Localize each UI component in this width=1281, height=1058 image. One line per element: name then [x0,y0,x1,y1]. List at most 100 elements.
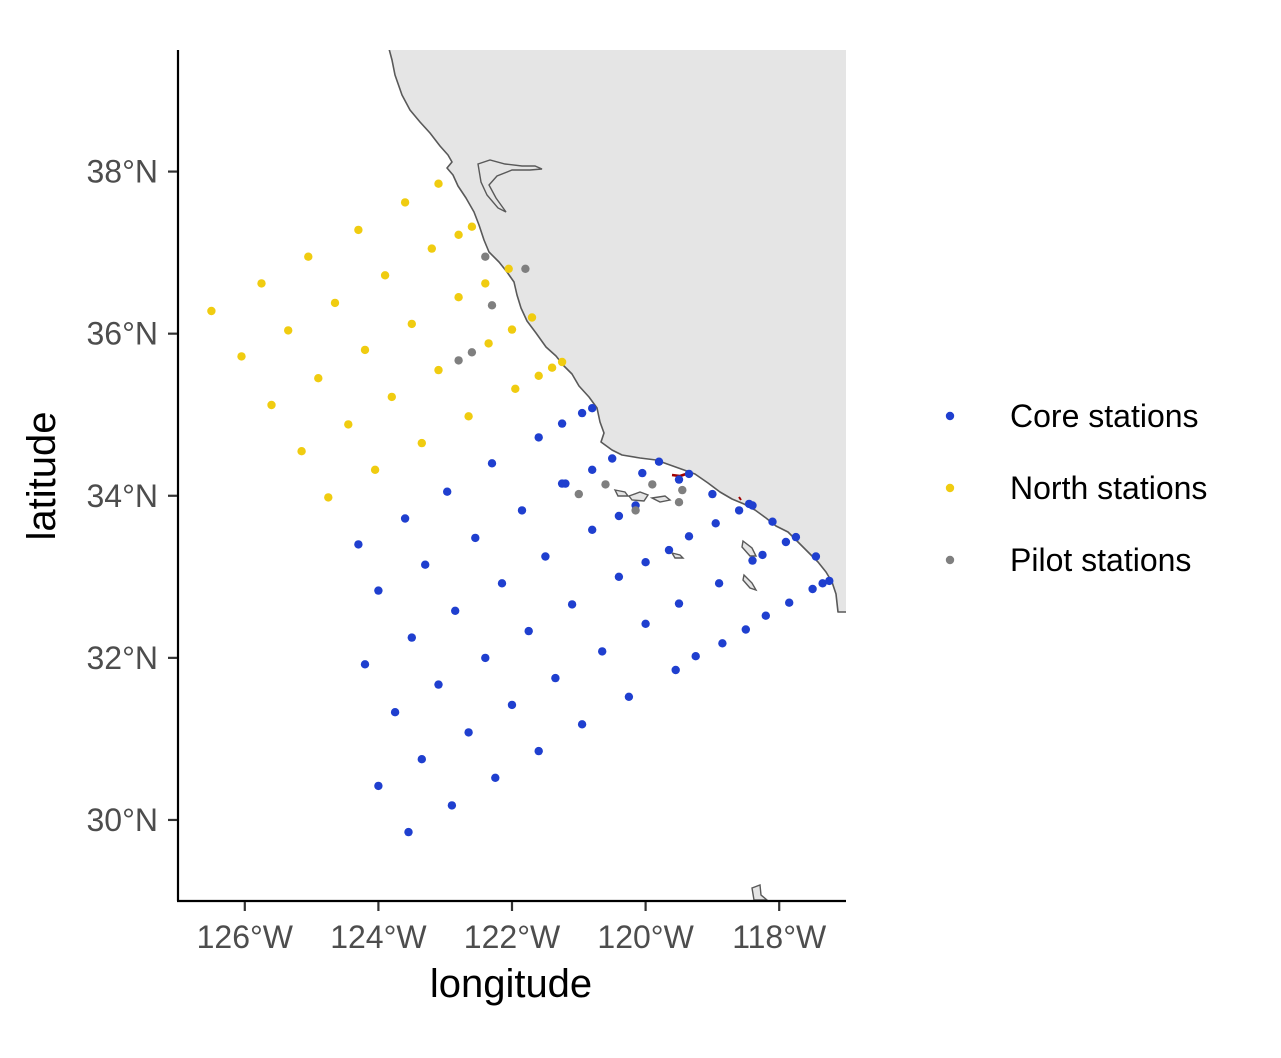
station-points [207,179,834,837]
station-point [608,454,617,463]
station-point [547,363,557,372]
station-point [598,647,607,656]
x-axis-ticks: 126°W 124°W 122°W 120°W 118°W [197,902,827,955]
station-point [624,692,634,701]
channel-island [751,884,769,901]
station-point [507,700,517,710]
station-point [454,293,463,302]
station-point [491,773,500,782]
station-point [297,447,306,456]
station-point [454,230,463,239]
station-point [507,325,517,334]
station-point [517,506,527,515]
station-point [808,584,817,594]
station-point [557,479,567,488]
x-tick-label: 120°W [597,919,694,955]
station-point [360,660,370,669]
station-point [400,514,410,523]
legend-label: Pilot stations [1010,542,1191,578]
station-point [434,680,443,689]
station-point [654,457,664,466]
station-point [734,506,744,515]
station-point [567,600,577,609]
station-point [534,746,543,756]
legend-key [945,555,955,565]
station-point [614,511,624,521]
station-point [374,781,383,791]
station-point [481,279,490,288]
station-point [387,392,396,402]
station-point [451,606,460,615]
station-point [360,345,370,355]
station-point [577,720,587,729]
station-point [825,576,834,586]
station-point [464,412,473,421]
station-point [407,633,416,642]
station-point [487,301,497,310]
channel-island [627,491,650,502]
station-point [370,465,380,474]
station-point [527,313,537,322]
station-point [768,517,777,526]
station-point [614,572,624,581]
channel-island [741,539,758,557]
station-point [284,326,293,335]
station-point [237,352,246,361]
station-point [811,552,821,561]
station-point [434,365,443,375]
station-point [718,639,727,648]
station-point [664,545,674,555]
station-point [577,408,587,418]
channel-island [613,489,630,497]
station-point [638,468,647,478]
station-point [691,652,700,661]
station-point [761,611,770,620]
station-point [421,560,430,569]
station-point [407,319,416,329]
station-point [588,404,597,413]
station-point [758,550,767,560]
station-point [471,533,480,543]
station-point [708,489,717,499]
legend-key [945,483,955,493]
station-point [641,619,650,628]
station-point [504,264,513,273]
station-point [427,244,436,253]
legend-label: North stations [1010,470,1207,506]
station-point [748,556,757,565]
y-axis-title: latitude [20,412,64,541]
station-point [818,579,827,588]
station-point [588,465,597,474]
station-point [557,357,567,367]
station-point [674,475,684,484]
land-mass [388,50,846,613]
station-point [521,264,530,273]
legend-label: Core stations [1010,398,1199,434]
station-point [467,222,477,231]
station-point [330,298,340,308]
station-point [417,438,426,448]
y-tick-label: 34°N [87,478,159,514]
y-tick-label: 30°N [87,802,159,838]
legend: Core stations North stations Pilot station… [945,398,1207,578]
station-point [467,348,477,357]
station-point [511,384,520,393]
station-point [791,532,801,542]
channel-island [742,573,758,592]
station-point [641,558,650,567]
station-point [534,433,543,442]
station-point [671,665,680,675]
station-point [417,755,426,764]
station-point [454,356,463,365]
station-point [314,374,323,383]
station-point [400,198,410,207]
station-point [541,552,550,561]
map-panel [207,50,846,901]
x-tick-label: 118°W [732,919,827,955]
x-axis-title: longitude [430,962,592,1006]
channel-island [670,551,685,559]
station-point [588,525,597,534]
station-point [497,579,507,588]
station-point [207,306,216,316]
